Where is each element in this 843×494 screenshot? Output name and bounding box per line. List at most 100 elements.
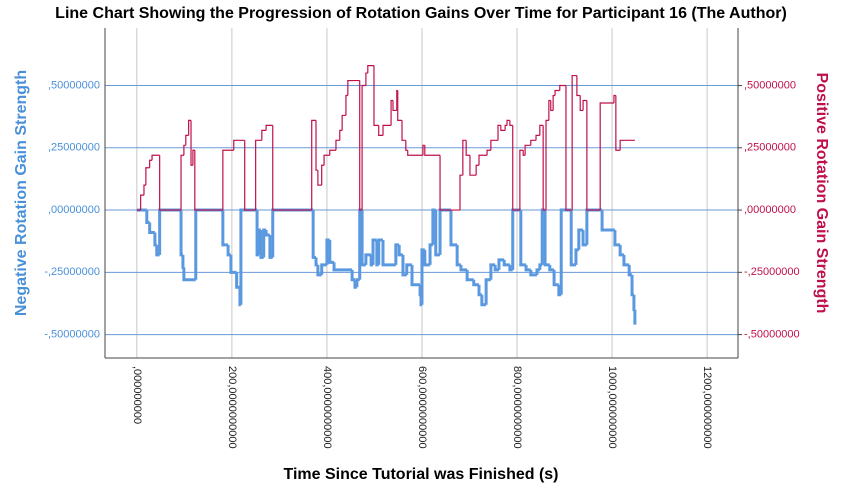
step-segment xyxy=(360,210,366,267)
step-segment xyxy=(484,278,491,305)
step-segment xyxy=(261,129,267,141)
step-segment xyxy=(397,90,403,121)
step-segment xyxy=(155,244,160,257)
step-segment xyxy=(524,144,531,156)
step-segment xyxy=(145,167,150,186)
step-segment xyxy=(618,244,624,257)
step-segment xyxy=(535,268,540,275)
step-segment xyxy=(194,208,223,280)
step-segment xyxy=(542,125,547,211)
step-segment xyxy=(497,258,505,270)
step-segment xyxy=(148,222,155,234)
step-segment xyxy=(350,269,355,282)
y-tick-label: ,25000000 xyxy=(48,142,100,154)
step-segment xyxy=(335,139,340,151)
step-segment xyxy=(439,155,460,211)
step-segment xyxy=(325,238,330,265)
y-tick-label: ,50000000 xyxy=(48,79,100,91)
step-segment xyxy=(221,210,229,247)
step-segment xyxy=(574,248,579,265)
y2-tick-label: -,50000000 xyxy=(744,328,800,340)
step-segment xyxy=(183,144,186,156)
step-segment xyxy=(367,65,374,74)
step-segment xyxy=(153,232,157,247)
step-segment xyxy=(321,164,325,186)
step-segment xyxy=(538,263,543,270)
step-segment xyxy=(392,100,397,112)
step-segment xyxy=(229,254,237,274)
step-segment xyxy=(255,139,262,211)
step-segment xyxy=(239,208,258,305)
step-segment xyxy=(422,144,425,156)
step-segment xyxy=(359,80,363,211)
x-tick-label: 200,0000000000 xyxy=(226,366,238,449)
y2-tick-label: ,50000000 xyxy=(744,79,796,91)
step-segment xyxy=(586,100,601,211)
step-segment xyxy=(315,120,318,171)
step-segment xyxy=(185,134,189,146)
step-segment xyxy=(504,124,508,131)
step-segment xyxy=(559,84,566,91)
step-segment xyxy=(576,75,581,97)
step-segment xyxy=(355,278,360,288)
step-segment xyxy=(361,84,366,211)
x-tick-label: ,000000000 xyxy=(131,366,143,424)
step-segment xyxy=(512,125,520,211)
step-segment xyxy=(377,238,384,265)
step-segment xyxy=(535,134,540,141)
step-segment xyxy=(579,95,584,112)
step-segment xyxy=(502,259,510,267)
step-segment xyxy=(345,94,348,116)
y-axis-title: Negative Rotation Gain Strength xyxy=(13,70,30,316)
step-segment xyxy=(265,124,273,131)
step-segment xyxy=(480,294,487,307)
step-segment xyxy=(529,269,537,277)
step-segment xyxy=(431,208,436,245)
step-segment xyxy=(192,149,195,166)
step-segment xyxy=(465,269,474,282)
step-segment xyxy=(347,79,360,96)
step-segment xyxy=(545,119,549,211)
step-segment xyxy=(552,269,559,287)
step-segment xyxy=(434,210,441,257)
step-segment xyxy=(469,155,477,176)
y-tick-label: -,50000000 xyxy=(44,328,100,340)
step-segment xyxy=(519,210,527,267)
step-segment xyxy=(424,145,441,156)
step-segment xyxy=(565,85,573,211)
step-segment xyxy=(314,257,318,267)
y-tick-label: ,00000000 xyxy=(48,204,100,216)
step-segment xyxy=(472,279,480,287)
x-tick-label: 600,0000000000 xyxy=(416,366,428,449)
step-segment xyxy=(539,124,544,136)
y-tick-label: -,25000000 xyxy=(44,266,100,278)
step-segment xyxy=(390,99,393,126)
step-segment xyxy=(508,264,513,272)
step-segment xyxy=(428,243,433,265)
step-segment xyxy=(375,239,379,267)
step-segment xyxy=(405,263,412,275)
step-segment xyxy=(462,139,467,176)
step-segment xyxy=(365,72,368,86)
step-segment xyxy=(477,284,482,297)
step-segment xyxy=(181,254,185,269)
y2-tick-label: ,00000000 xyxy=(744,204,796,216)
step-segment xyxy=(571,74,577,211)
step-segment xyxy=(179,210,183,257)
step-segment xyxy=(222,149,234,211)
chart-title: Line Chart Showing the Progression of Ro… xyxy=(55,5,787,22)
x-tick-label: 1000,000000000 xyxy=(606,366,618,449)
step-segment xyxy=(364,253,372,265)
step-segment xyxy=(569,210,576,267)
step-segment xyxy=(317,170,322,186)
step-segment xyxy=(407,150,423,156)
step-segment xyxy=(465,140,470,156)
step-segment xyxy=(382,124,392,136)
x-tick-label: 400,0000000000 xyxy=(321,366,333,449)
step-segment xyxy=(394,243,400,265)
step-segment xyxy=(524,264,531,272)
step-segment xyxy=(438,208,451,255)
y2-tick-label: ,25000000 xyxy=(744,142,796,154)
step-segment xyxy=(600,210,615,232)
